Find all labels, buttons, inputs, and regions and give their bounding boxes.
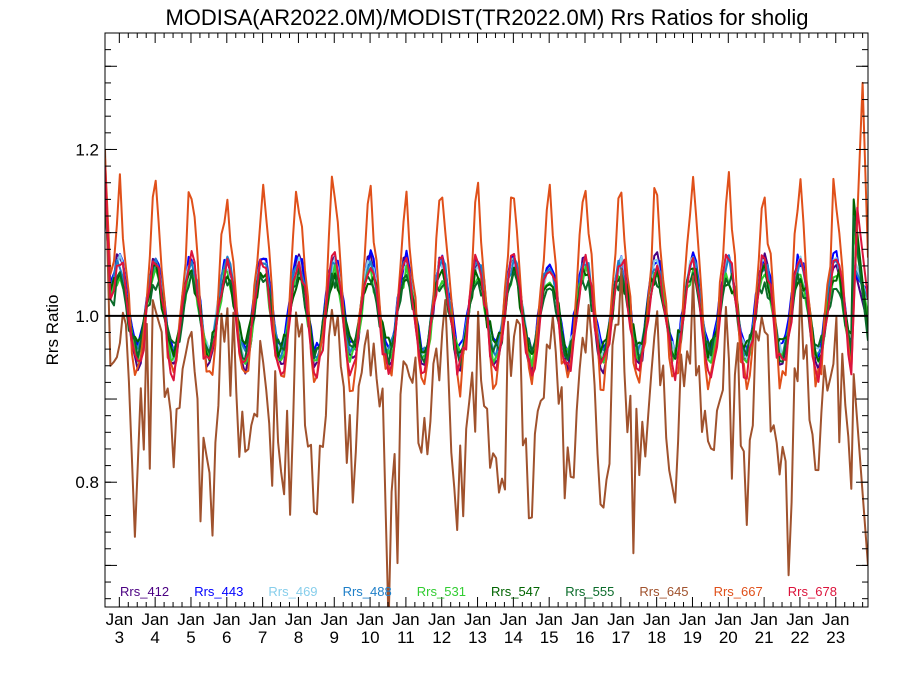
- chart-title: MODISA(AR2022.0M)/MODIST(TR2022.0M) Rrs …: [165, 5, 808, 30]
- x-tick-label-day: 8: [294, 628, 303, 647]
- x-tick-label-month: Jan: [141, 610, 168, 629]
- x-tick-label-day: 10: [361, 628, 380, 647]
- x-tick-label-day: 5: [186, 628, 195, 647]
- x-tick-label-month: Jan: [500, 610, 527, 629]
- x-tick-label-month: Jan: [285, 610, 312, 629]
- x-tick-label-month: Jan: [715, 610, 742, 629]
- legend-item-rrs-555: Rrs_555: [565, 584, 614, 599]
- series-line-rrs-678: [105, 166, 868, 383]
- x-tick-label-month: Jan: [786, 610, 813, 629]
- x-tick-label-day: 18: [647, 628, 666, 647]
- x-tick-label-day: 16: [576, 628, 595, 647]
- x-tick-label-month: Jan: [464, 610, 491, 629]
- series-line-rrs-667: [105, 81, 868, 398]
- legend-item-rrs-547: Rrs_547: [491, 584, 540, 599]
- x-tick-label-month: Jan: [356, 610, 383, 629]
- x-tick-label-month: Jan: [571, 610, 598, 629]
- x-tick-label-day: 4: [150, 628, 159, 647]
- x-tick-label-day: 3: [115, 628, 124, 647]
- x-tick-label-month: Jan: [679, 610, 706, 629]
- y-axis-label: Rrs Ratio: [43, 295, 62, 366]
- legend-item-rrs-645: Rrs_645: [639, 584, 688, 599]
- legend-item-rrs-412: Rrs_412: [120, 584, 169, 599]
- legend-item-rrs-488: Rrs_488: [343, 584, 392, 599]
- legend-item-rrs-678: Rrs_678: [788, 584, 837, 599]
- legend: Rrs_412 Rrs_443 Rrs_469 Rrs_488 Rrs_531 Rrs_5…: [120, 584, 837, 599]
- x-tick-label-month: Jan: [213, 610, 240, 629]
- legend-item-rrs-443: Rrs_443: [194, 584, 243, 599]
- legend-item-rrs-667: Rrs_667: [714, 584, 763, 599]
- series-group: [105, 81, 868, 607]
- x-tick-label-day: 20: [719, 628, 738, 647]
- x-tick-label-day: 17: [611, 628, 630, 647]
- x-tick-label-month: Jan: [177, 610, 204, 629]
- x-tick-label-day: 12: [432, 628, 451, 647]
- x-tick-label-day: 13: [468, 628, 487, 647]
- x-tick-label-day: 7: [258, 628, 267, 647]
- x-tick-label-day: 22: [790, 628, 809, 647]
- axes: 0.81.01.2Jan3Jan4Jan5Jan6Jan7Jan8Jan9Jan…: [75, 32, 869, 647]
- x-tick-label-month: Jan: [249, 610, 276, 629]
- x-tick-label-day: 6: [222, 628, 231, 647]
- y-tick-label: 1.2: [75, 140, 99, 159]
- x-tick-label-month: Jan: [392, 610, 419, 629]
- x-tick-label-day: 19: [683, 628, 702, 647]
- x-tick-label-month: Jan: [607, 610, 634, 629]
- series-line-rrs-645: [105, 149, 868, 607]
- y-tick-label: 1.0: [75, 307, 99, 326]
- x-tick-label-day: 9: [330, 628, 339, 647]
- x-tick-label-day: 11: [397, 628, 415, 647]
- x-tick-label-day: 15: [540, 628, 559, 647]
- legend-item-rrs-469: Rrs_469: [268, 584, 317, 599]
- x-tick-label-month: Jan: [106, 610, 133, 629]
- x-tick-label-day: 23: [826, 628, 845, 647]
- x-tick-label-month: Jan: [822, 610, 849, 629]
- x-tick-label-month: Jan: [535, 610, 562, 629]
- x-tick-label-day: 14: [504, 628, 523, 647]
- x-tick-label-month: Jan: [428, 610, 455, 629]
- x-tick-label-month: Jan: [321, 610, 348, 629]
- legend-item-rrs-531: Rrs_531: [417, 584, 466, 599]
- x-tick-label-day: 21: [755, 628, 774, 647]
- plot-area: [105, 81, 868, 607]
- y-tick-label: 0.8: [75, 473, 99, 492]
- x-tick-label-month: Jan: [643, 610, 670, 629]
- x-tick-label-month: Jan: [750, 610, 777, 629]
